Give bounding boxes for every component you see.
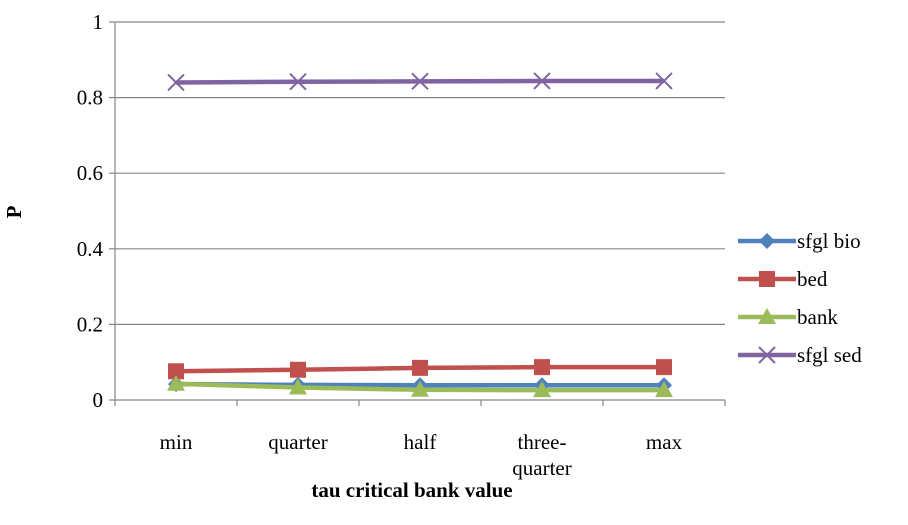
data-point [167,73,185,92]
series-bank [167,374,673,398]
data-point [168,363,184,380]
data-point [758,308,776,324]
data-point [167,374,185,391]
legend-label: sfgl sed [797,343,862,367]
axes [109,21,726,406]
series-sfgl-sed [167,72,673,92]
data-point [534,359,550,376]
data-point [289,378,307,395]
data-point [655,381,673,398]
legend-item: bank [738,305,838,329]
x-axis-title: tau critical bank value [311,478,512,502]
y-tick-label: 0.4 [77,237,104,261]
data-point [411,380,429,397]
y-tick-label: 0.6 [77,161,103,185]
y-axis-title: P [2,205,26,218]
legend-label: bank [797,305,838,329]
legend-item: bed [738,267,828,291]
data-point [289,73,307,91]
data-point [759,271,775,287]
data-point [533,381,551,398]
legend-item: sfgl sed [738,343,862,367]
legend: sfgl bio bed bank sfgl sed [738,229,862,367]
series-bed [168,359,672,380]
x-tick-label: half [404,430,437,454]
data-point [290,361,306,378]
data-point [412,359,428,376]
x-tick-label: min [160,430,193,454]
legend-label: bed [797,267,828,291]
y-tick-label: 0.8 [77,86,103,110]
tick-labels: 0 0.2 0.4 0.6 0.8 1 min quarter half three-quarte… [77,10,683,480]
data-point [759,233,775,249]
legend-label: sfgl bio [797,229,861,253]
data-point [411,72,429,91]
x-tick-label: max [646,430,683,454]
gridlines [115,21,725,325]
data-point [533,72,551,90]
x-tick-label: three-quarter [512,430,571,480]
x-tick-label: quarter [268,430,327,454]
data-point [656,359,672,376]
y-tick-label: 0 [93,388,104,412]
y-tick-label: 1 [93,10,104,34]
data-point [655,72,673,90]
series-lines [167,72,673,398]
data-point [758,346,776,364]
legend-item: sfgl bio [738,229,861,253]
y-tick-label: 0.2 [77,312,103,336]
